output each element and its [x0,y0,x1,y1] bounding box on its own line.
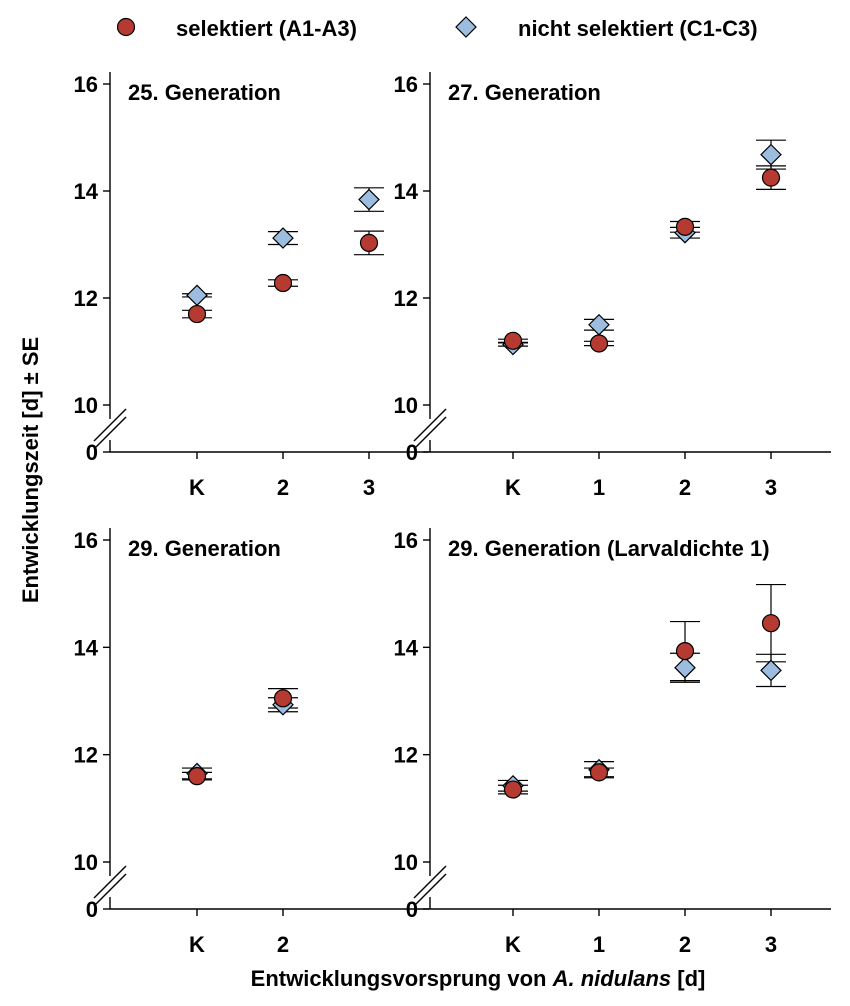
x-axis-label-post: [d] [671,966,705,991]
point-unselected [272,227,294,249]
point-selected [359,233,379,252]
axis-break-mark [93,865,127,899]
legend-marker-unselected [455,16,477,38]
point-selected [187,304,207,324]
axis-break-mark [93,873,127,907]
axis-break-mark [413,865,447,899]
panel-title: 27. Generation [448,80,601,105]
legend: selektiert (A1-A3) nicht selektiert (C1-… [116,16,758,41]
y-tick-label: 10 [74,850,98,875]
x-tick-label: 2 [679,475,691,500]
axis-break-mark [93,416,127,450]
point-unselected [674,656,696,679]
y-tick-label: 10 [394,850,418,875]
y-tick-label: 10 [74,393,98,418]
y-tick-label-zero: 0 [406,440,418,465]
x-tick-label: K [189,475,205,500]
panel-1: 10 12 14 16 0 25. Generation K 2 3 [74,72,429,500]
axis-break-mark [413,408,447,442]
x-tick-label: K [505,475,521,500]
y-tick-label-zero: 0 [406,897,418,922]
x-tick-label: K [189,932,205,957]
axis-break-mark [413,873,447,907]
x-tick-label: 3 [363,475,375,500]
point-selected [187,767,207,786]
x-axis-label: Entwicklungsvorsprung von A. nidulans [d… [251,966,706,991]
x-axis-label-species: A. nidulans [552,966,672,991]
point-unselected [186,284,208,307]
x-tick-label: 2 [277,475,289,500]
x-tick-label: 2 [277,932,289,957]
x-tick-label: K [505,932,521,957]
y-tick-label: 14 [394,179,419,204]
point-selected [273,689,293,708]
panel-title: 29. Generation (Larvaldichte 1) [448,536,770,561]
point-selected [761,168,781,187]
legend-marker-selected [116,17,136,37]
point-unselected [760,659,782,682]
y-tick-label: 16 [394,528,418,553]
legend-label-unselected: nicht selektiert (C1-C3) [518,16,758,41]
point-selected [589,763,609,782]
point-selected [503,331,523,350]
y-tick-label: 14 [394,635,419,660]
y-tick-label: 12 [394,743,418,768]
y-tick-label: 16 [74,72,98,97]
y-tick-label: 12 [74,286,98,311]
point-selected [675,217,695,236]
y-axis-label: Entwicklungszeit [d] ± SE [18,337,43,603]
point-unselected [760,143,782,166]
point-selected [761,614,781,633]
legend-label-selected: selektiert (A1-A3) [176,16,357,41]
y-tick-label: 12 [394,286,418,311]
panel-3: 10 12 14 16 0 29. Generation K 2 [74,528,429,957]
axis-break-mark [413,416,447,450]
x-tick-label: 3 [765,475,777,500]
x-tick-label: 1 [593,475,605,500]
x-tick-label: 3 [765,932,777,957]
x-tick-label: 1 [593,932,605,957]
y-tick-label: 14 [74,179,99,204]
y-tick-label-zero: 0 [86,440,98,465]
panel-title: 25. Generation [128,80,281,105]
axis-break-mark [93,408,127,442]
point-selected [503,780,523,799]
y-tick-label: 16 [394,72,418,97]
x-axis-label-pre: Entwicklungsvorsprung von [251,966,553,991]
point-selected [589,334,609,353]
panel-title: 29. Generation [128,536,281,561]
y-tick-label: 10 [394,393,418,418]
y-tick-label: 12 [74,743,98,768]
y-tick-label: 14 [74,635,99,660]
y-tick-label: 16 [74,528,98,553]
y-tick-label-zero: 0 [86,897,98,922]
point-unselected [588,313,610,336]
point-unselected [358,188,380,211]
x-tick-label: 2 [679,932,691,957]
point-selected [273,273,293,293]
point-selected [675,641,695,661]
